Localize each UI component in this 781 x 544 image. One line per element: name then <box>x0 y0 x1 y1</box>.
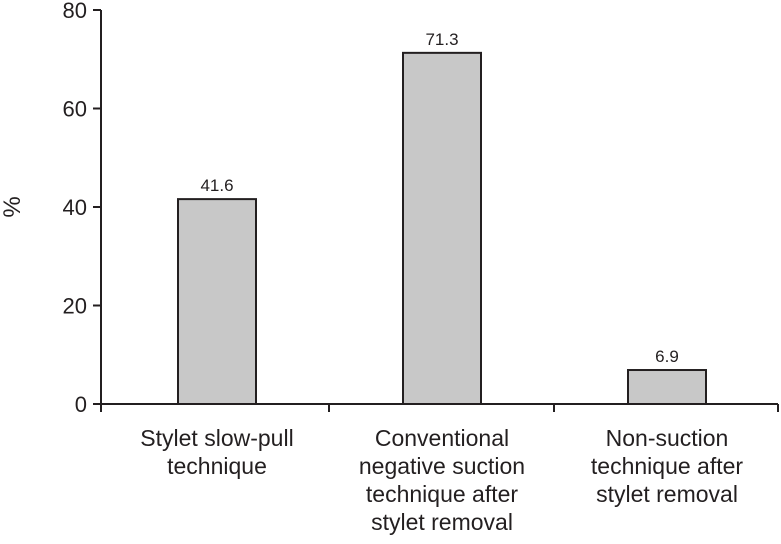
bar <box>402 51 482 405</box>
y-axis: 0 20 40 60 80 <box>63 0 102 417</box>
bars <box>177 51 707 405</box>
y-tick-label: 40 <box>63 195 87 220</box>
bar-value-label: 71.3 <box>425 30 458 49</box>
category-label-line: negative suction <box>359 453 525 479</box>
category-label: Stylet slow-pull technique <box>140 425 293 479</box>
category-label-line: technique after <box>591 453 744 479</box>
bar <box>627 369 707 405</box>
x-axis <box>100 403 779 412</box>
y-tick-label: 0 <box>75 392 87 417</box>
y-tick-label: 60 <box>63 97 87 122</box>
category-label-line: Conventional <box>375 425 509 451</box>
y-tick-label: 20 <box>63 294 87 319</box>
category-label-line: stylet removal <box>596 481 738 507</box>
bar-value-label: 41.6 <box>200 176 233 195</box>
category-label-line: stylet removal <box>371 509 513 535</box>
category-label-line: Stylet slow-pull <box>140 425 293 451</box>
y-axis-label: % <box>0 196 26 217</box>
bar <box>177 198 257 405</box>
category-label: Conventional negative suction technique af… <box>359 425 525 535</box>
category-labels: Stylet slow-pull technique Conventional neg… <box>140 425 743 535</box>
category-label-line: Non-suction <box>606 425 729 451</box>
data-labels: 41.6 71.3 6.9 <box>200 30 678 366</box>
category-label: Non-suction technique after stylet removal <box>591 425 744 507</box>
bar-value-label: 6.9 <box>655 347 679 366</box>
category-label-line: technique after <box>366 481 519 507</box>
y-tick-label: 80 <box>63 0 87 23</box>
category-label-line: technique <box>167 453 267 479</box>
